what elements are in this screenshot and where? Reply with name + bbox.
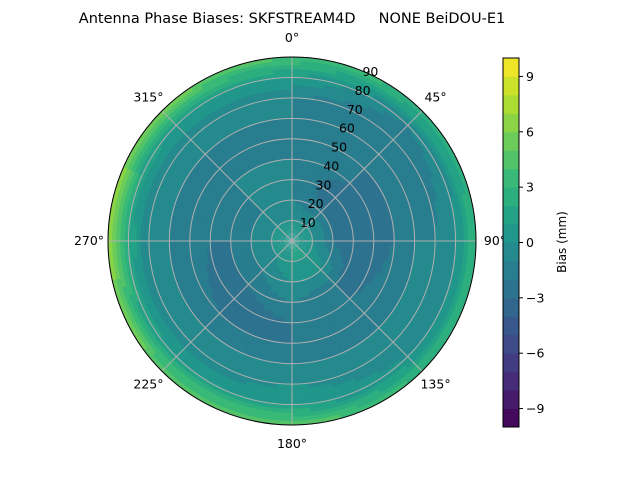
chart-title: Antenna Phase Biases: SKFSTREAM4D NONE B… <box>79 11 505 27</box>
